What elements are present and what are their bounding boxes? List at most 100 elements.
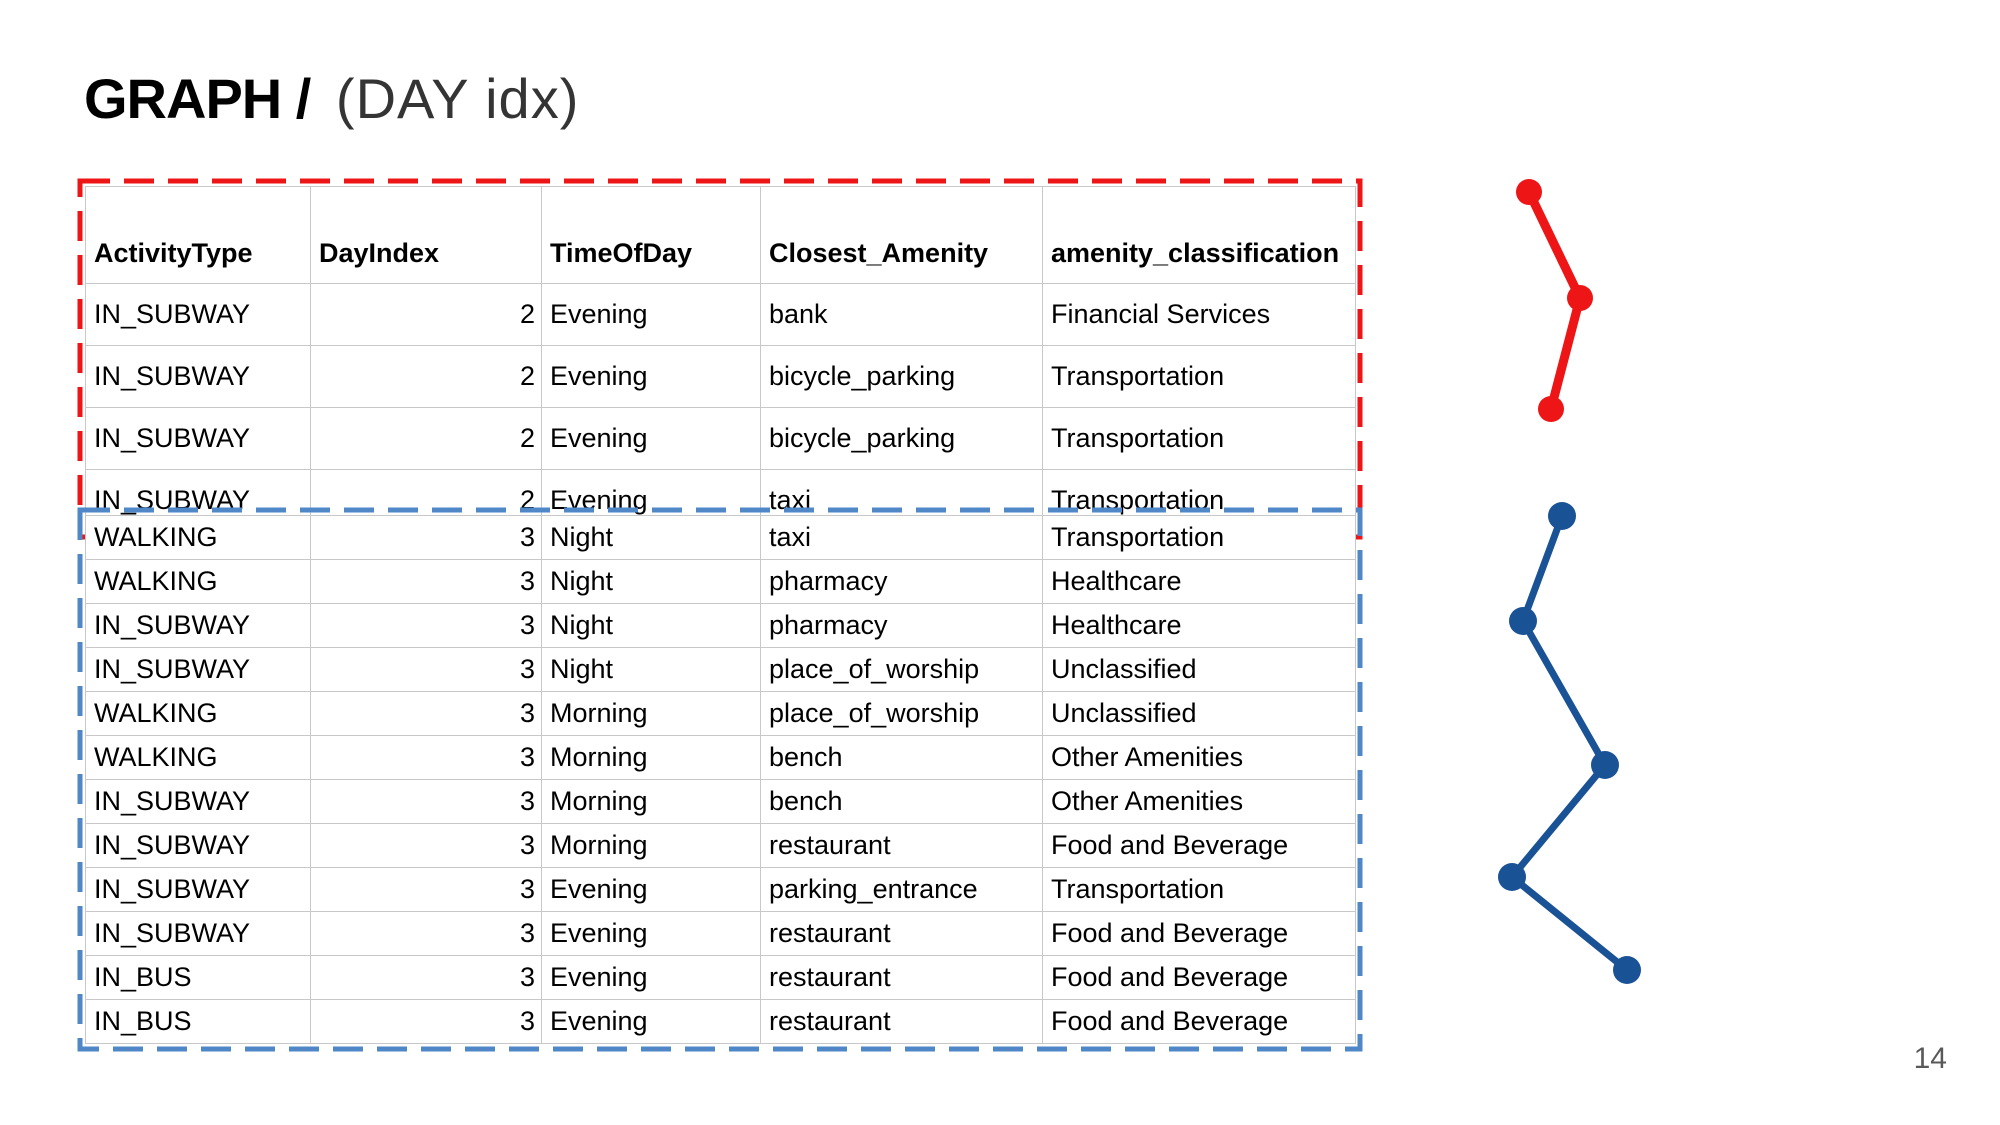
table-cell: Healthcare — [1042, 559, 1356, 604]
table-cell: Other Amenities — [1042, 735, 1356, 780]
table-cell: Evening — [541, 283, 761, 346]
table-cell: Healthcare — [1042, 603, 1356, 648]
table-cell: bench — [760, 779, 1043, 824]
table-cell: Transportation — [1042, 345, 1356, 408]
table-cell: Evening — [541, 345, 761, 408]
table-cell: parking_entrance — [760, 867, 1043, 912]
table-cell: Evening — [541, 911, 761, 956]
table-row: IN_SUBWAY 3 Evening parking_entrance Transpo… — [85, 867, 1356, 912]
table-cell: 2 — [310, 283, 542, 346]
table-row: IN_SUBWAY 3 Evening restaurant Food and Beve… — [85, 911, 1356, 956]
table-cell: Morning — [541, 779, 761, 824]
day-3-activity-graph-edges — [1507, 512, 1631, 974]
day-3-activity-graph-node — [1498, 863, 1526, 891]
table-cell: Morning — [541, 691, 761, 736]
table-cell: bank — [760, 283, 1043, 346]
table-row: IN_SUBWAY 2 Evening bank Financial Services — [85, 283, 1356, 346]
table-cell: IN_SUBWAY — [85, 345, 311, 408]
table-cell: 2 — [310, 407, 542, 470]
column-header: DayIndex — [310, 186, 542, 284]
column-header: TimeOfDay — [541, 186, 761, 284]
table-cell: bicycle_parking — [760, 345, 1043, 408]
day-2-activity-graph-edges — [1524, 187, 1585, 414]
day-2-activity-graph-node — [1538, 396, 1564, 422]
slide-title: GRAPH / (DAY idx) — [84, 68, 579, 130]
table-row: WALKING 3 Night taxi Transportation — [85, 515, 1356, 560]
table-cell: pharmacy — [760, 603, 1043, 648]
table-cell: bench — [760, 735, 1043, 780]
table-cell: Night — [541, 647, 761, 692]
table-row: IN_SUBWAY 2 Evening bicycle_parking Transpor… — [85, 345, 1356, 408]
table-cell: Morning — [541, 735, 761, 780]
table-row: WALKING 3 Morning bench Other Amenities — [85, 735, 1356, 780]
table-cell: IN_SUBWAY — [85, 647, 311, 692]
table-cell: IN_SUBWAY — [85, 867, 311, 912]
column-header: ActivityType — [85, 186, 311, 284]
table-cell: 3 — [310, 647, 542, 692]
table-cell: 3 — [310, 867, 542, 912]
table-cell: restaurant — [760, 955, 1043, 1000]
table-cell: 3 — [310, 515, 542, 560]
table-row: IN_BUS 3 Evening restaurant Food and Beverag… — [85, 999, 1356, 1044]
table-cell: 3 — [310, 999, 542, 1044]
day2-table-header: ActivityType DayIndex TimeOfDay Closest_Ame… — [85, 186, 1356, 284]
table-cell: IN_SUBWAY — [85, 603, 311, 648]
table-cell: place_of_worship — [760, 691, 1043, 736]
day-2-activity-graph-node — [1516, 179, 1542, 205]
table-row: IN_BUS 3 Evening restaurant Food and Beverag… — [85, 955, 1356, 1000]
table-row: IN_SUBWAY 3 Morning restaurant Food and Beve… — [85, 823, 1356, 868]
table-cell: 3 — [310, 911, 542, 956]
table-cell: Night — [541, 559, 761, 604]
table-cell: IN_SUBWAY — [85, 283, 311, 346]
table-cell: Other Amenities — [1042, 779, 1356, 824]
table-cell: pharmacy — [760, 559, 1043, 604]
table-cell: Transportation — [1042, 407, 1356, 470]
day-2-activity-graph-node — [1567, 285, 1593, 311]
table-cell: Transportation — [1042, 867, 1356, 912]
table-cell: 3 — [310, 735, 542, 780]
table-cell: WALKING — [85, 691, 311, 736]
table-cell: WALKING — [85, 515, 311, 560]
slide-title-sub: (DAY idx) — [335, 67, 580, 130]
table-cell: place_of_worship — [760, 647, 1043, 692]
table-cell: Morning — [541, 823, 761, 868]
day-3-activity-graph-node — [1548, 502, 1576, 530]
table-cell: WALKING — [85, 559, 311, 604]
table-cell: 3 — [310, 691, 542, 736]
table-cell: taxi — [760, 515, 1043, 560]
table-cell: IN_SUBWAY — [85, 779, 311, 824]
day3-table: WALKING 3 Night taxi Transportation WALKING 3 N… — [85, 515, 1356, 1044]
table-row: WALKING 3 Morning place_of_worship Unclassif… — [85, 691, 1356, 736]
column-header: amenity_classification — [1042, 186, 1356, 284]
table-cell: Evening — [541, 867, 761, 912]
table-cell: WALKING — [85, 735, 311, 780]
table-cell: 3 — [310, 559, 542, 604]
table-cell: 3 — [310, 823, 542, 868]
table-row: IN_SUBWAY 3 Night pharmacy Healthcare — [85, 603, 1356, 648]
table-row: WALKING 3 Night pharmacy Healthcare — [85, 559, 1356, 604]
table-cell: 2 — [310, 345, 542, 408]
table-cell: 3 — [310, 603, 542, 648]
table-cell: Unclassified — [1042, 691, 1356, 736]
slide-title-main: GRAPH / — [84, 67, 311, 130]
day3-table-container: WALKING 3 Night taxi Transportation WALKING 3 N… — [77, 507, 1363, 1052]
column-header: Closest_Amenity — [760, 186, 1043, 284]
table-cell: Food and Beverage — [1042, 955, 1356, 1000]
page-number: 14 — [1913, 1042, 1947, 1075]
table-row: IN_SUBWAY 3 Night place_of_worship Unclassif… — [85, 647, 1356, 692]
table-cell: Evening — [541, 999, 761, 1044]
table-cell: 3 — [310, 779, 542, 824]
day2-table: ActivityType DayIndex TimeOfDay Closest_Ame… — [85, 186, 1356, 532]
table-row: IN_SUBWAY 2 Evening bicycle_parking Transpor… — [85, 407, 1356, 470]
table-cell: bicycle_parking — [760, 407, 1043, 470]
table-cell: restaurant — [760, 823, 1043, 868]
day2-table-container: ActivityType DayIndex TimeOfDay Closest_Ame… — [77, 178, 1363, 540]
day-3-activity-graph-node — [1509, 607, 1537, 635]
table-cell: Night — [541, 515, 761, 560]
table-cell: restaurant — [760, 999, 1043, 1044]
table-cell: IN_SUBWAY — [85, 911, 311, 956]
table-cell: IN_SUBWAY — [85, 823, 311, 868]
table-cell: Unclassified — [1042, 647, 1356, 692]
table-cell: 3 — [310, 955, 542, 1000]
